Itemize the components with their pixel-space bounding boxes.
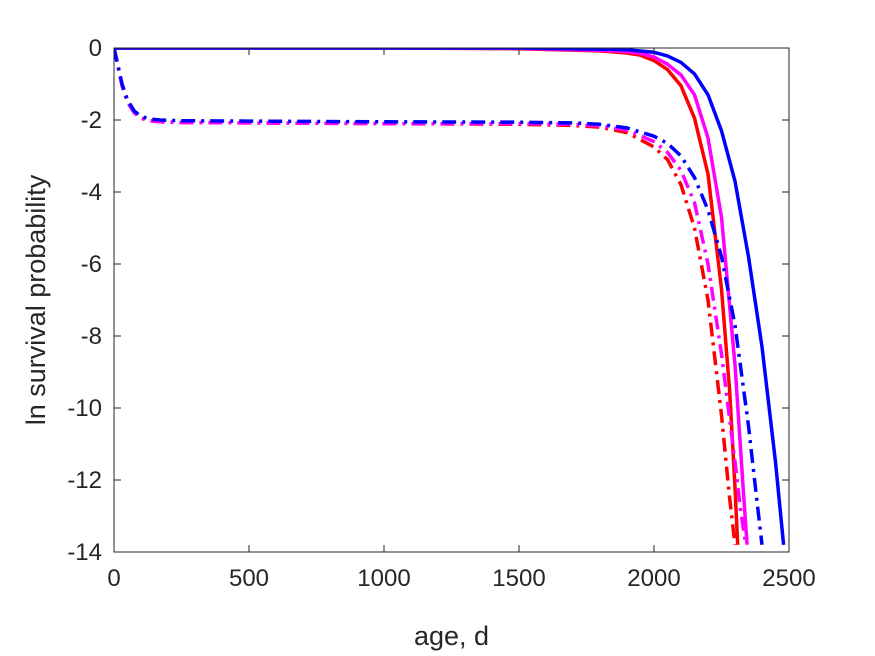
tick-layer: 0 500 1000 1500 2000 2500 0 -2 -4 -6 -8 -10 -12 -14 bbox=[67, 35, 815, 592]
x-axis-label: age, d bbox=[414, 621, 489, 651]
y-axis-label: ln survival probability bbox=[21, 174, 51, 425]
x-tick-label: 1000 bbox=[357, 565, 410, 592]
x-tick-label: 1500 bbox=[492, 565, 545, 592]
y-tick-label: -10 bbox=[67, 395, 102, 422]
axes-box bbox=[113, 47, 790, 553]
plot-area bbox=[114, 48, 789, 552]
solid-series-line-3 bbox=[114, 48, 786, 545]
y-tick-label: -6 bbox=[81, 251, 102, 278]
x-tick-label: 2000 bbox=[627, 565, 680, 592]
y-tick-label: -2 bbox=[81, 107, 102, 134]
y-tick-label: 0 bbox=[89, 35, 102, 62]
x-tick-label: 0 bbox=[107, 565, 120, 592]
y-tick-label: -12 bbox=[67, 467, 102, 494]
x-tick-label: 2500 bbox=[762, 565, 815, 592]
y-tick-label: -4 bbox=[81, 179, 102, 206]
dashdot-series-line-6 bbox=[114, 48, 764, 546]
y-tick-label: -8 bbox=[81, 323, 102, 350]
x-tick-label: 500 bbox=[229, 565, 269, 592]
y-tick-label: -14 bbox=[67, 539, 102, 566]
